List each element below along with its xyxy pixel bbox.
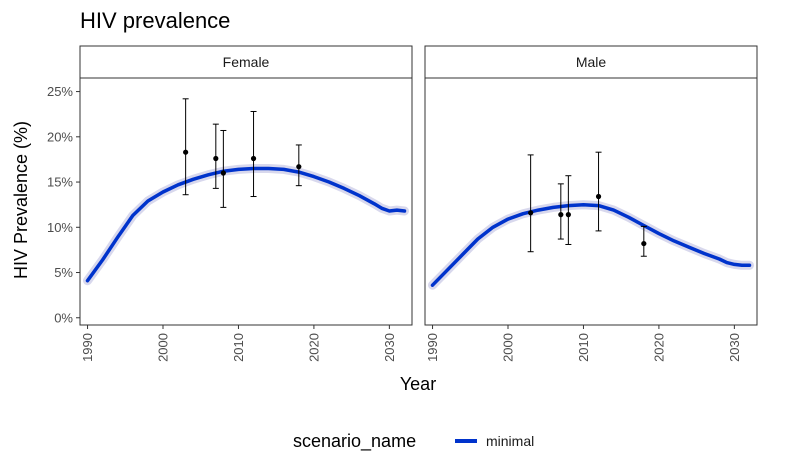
observation — [182, 98, 189, 196]
y-tick-label: 25% — [47, 84, 73, 99]
panels: Female 0% 5% 10% 15% 20% 25% 1990 2000 2010 2020 20… — [47, 45, 758, 362]
observation — [527, 154, 534, 253]
data-point — [565, 212, 571, 218]
x-axis-title: Year — [400, 374, 436, 394]
uncertainty-band — [428, 200, 754, 290]
observation — [595, 151, 602, 232]
y-tick-label: 20% — [47, 129, 73, 144]
observation — [565, 175, 572, 245]
panel-frame — [424, 77, 758, 326]
legend-title: scenario_name — [293, 431, 416, 452]
y-tick-label: 5% — [54, 265, 73, 280]
x-tick-label: 2030 — [382, 333, 397, 362]
observation — [295, 144, 302, 187]
x-tick-label: 2020 — [651, 333, 666, 362]
panel-strip-label: Female — [223, 54, 270, 70]
data-point — [641, 240, 647, 247]
data-point — [528, 210, 534, 216]
data-point — [595, 193, 602, 200]
data-point — [296, 164, 302, 170]
panel-strip — [424, 45, 758, 79]
observation — [212, 123, 219, 189]
panel-frame — [79, 77, 413, 326]
x-tick-label: 2020 — [306, 333, 321, 362]
series-line-minimal — [85, 166, 407, 283]
y-tick-label: 15% — [47, 175, 73, 190]
x-tick-label: 2010 — [576, 333, 591, 362]
y-tick-label: 10% — [47, 220, 73, 235]
uncertainty-band — [83, 164, 409, 286]
data-point — [220, 170, 226, 176]
y-tick-label: 0% — [54, 310, 73, 325]
chart-title: HIV prevalence — [80, 8, 230, 33]
panel-male: Male 1990 2000 2010 2020 2030 — [424, 45, 758, 362]
data-point — [558, 212, 564, 218]
legend-label-minimal: minimal — [486, 433, 534, 449]
x-tick-label: 2010 — [231, 333, 246, 362]
y-axis-title: HIV Prevalence (%) — [11, 121, 31, 279]
series-line-minimal — [430, 202, 752, 287]
x-tick-label: 2000 — [156, 333, 171, 362]
x-tick-label: 1990 — [80, 333, 95, 362]
x-tick-label: 2030 — [727, 333, 742, 362]
data-point — [250, 155, 257, 162]
x-tick-label: 2000 — [501, 333, 516, 362]
panel-strip — [79, 45, 413, 79]
data-point — [183, 149, 189, 155]
legend: scenario_name minimal — [293, 431, 534, 452]
observation — [250, 110, 257, 198]
panel-strip-label: Male — [576, 54, 607, 70]
observation — [640, 225, 647, 257]
x-tick-label: 1990 — [425, 333, 440, 362]
data-point — [213, 155, 219, 162]
panel-female: Female 0% 5% 10% 15% 20% 25% 1990 2000 2010 2020 20… — [47, 45, 413, 362]
observation — [557, 183, 564, 240]
observation — [220, 129, 227, 208]
